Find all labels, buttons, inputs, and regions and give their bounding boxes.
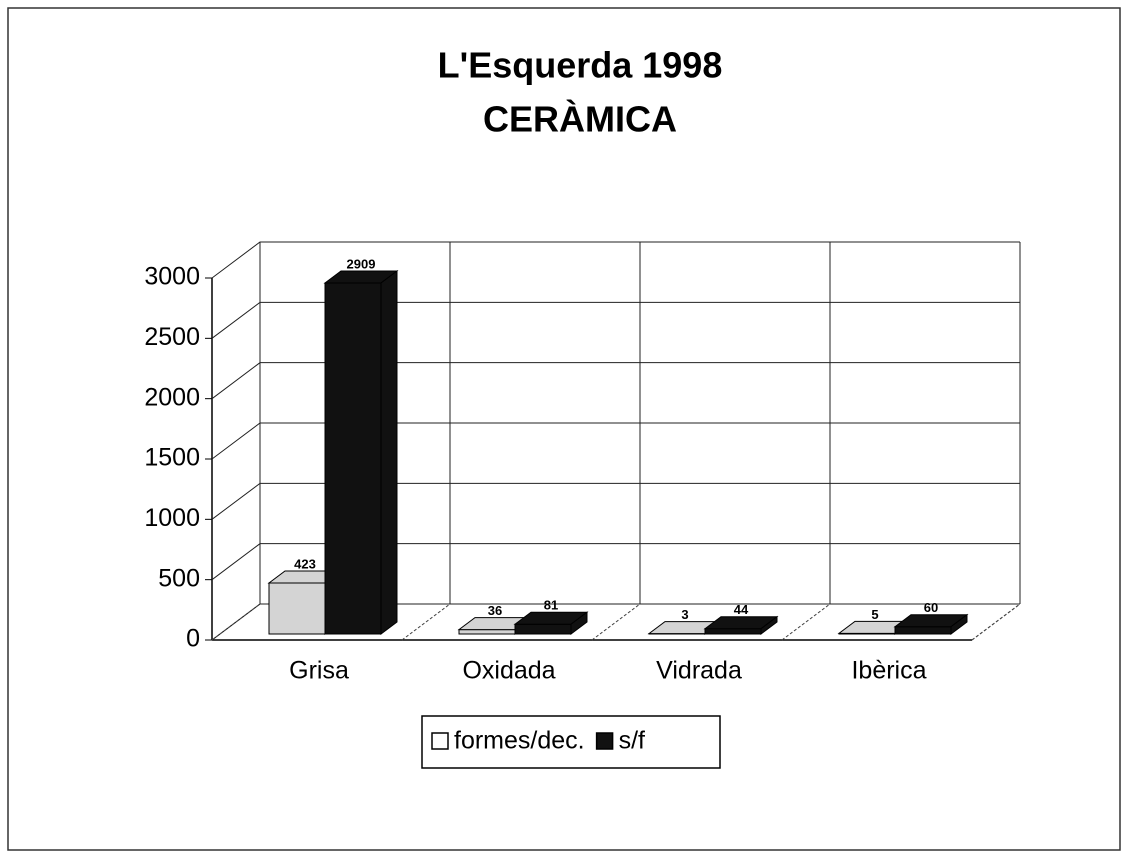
value-label: 60 <box>924 600 938 615</box>
chart-subtitle: CERÀMICA <box>483 99 677 140</box>
bar-front <box>704 628 762 635</box>
y-tick-label: 2500 <box>144 323 200 351</box>
bar-front <box>458 629 516 635</box>
legend-label: s/f <box>619 727 645 755</box>
floor-divider <box>971 603 1021 641</box>
legend-swatch <box>431 732 449 750</box>
y-tick-label: 3000 <box>144 263 200 291</box>
value-label: 423 <box>294 556 316 571</box>
y-tick-label: 0 <box>186 625 200 653</box>
bar-side <box>760 615 778 635</box>
bar-side <box>950 613 968 635</box>
y-tick-label: 1000 <box>144 504 200 532</box>
x-tick-label: Grisa <box>289 657 349 685</box>
value-label: 2909 <box>347 256 376 271</box>
floor-divider <box>781 603 831 641</box>
x-tick-label: Vidrada <box>656 657 742 685</box>
bar-side <box>380 269 398 635</box>
value-label: 3 <box>681 607 688 622</box>
floor-divider <box>211 603 261 641</box>
legend-label: formes/dec. <box>454 727 585 755</box>
value-label: 44 <box>734 602 749 617</box>
bar-front <box>514 623 572 635</box>
legend-swatch <box>595 732 614 750</box>
x-tick-label: Oxidada <box>462 657 555 685</box>
value-label: 36 <box>488 603 502 618</box>
floor-divider <box>591 603 641 641</box>
bar-front <box>324 282 382 635</box>
value-label: 81 <box>544 598 558 613</box>
y-tick-label: 1500 <box>144 444 200 472</box>
frame <box>7 7 1121 851</box>
bar-front <box>894 626 952 635</box>
y-tick-label: 500 <box>158 564 200 592</box>
legend-box <box>421 715 721 769</box>
value-label: 5 <box>871 607 878 622</box>
bar-side <box>570 611 588 635</box>
chart-title: L'Esquerda 1998 <box>438 45 723 86</box>
floor-divider <box>401 603 451 641</box>
x-tick-label: Ibèrica <box>851 657 926 685</box>
bar-front <box>268 582 326 635</box>
y-tick-label: 2000 <box>144 383 200 411</box>
